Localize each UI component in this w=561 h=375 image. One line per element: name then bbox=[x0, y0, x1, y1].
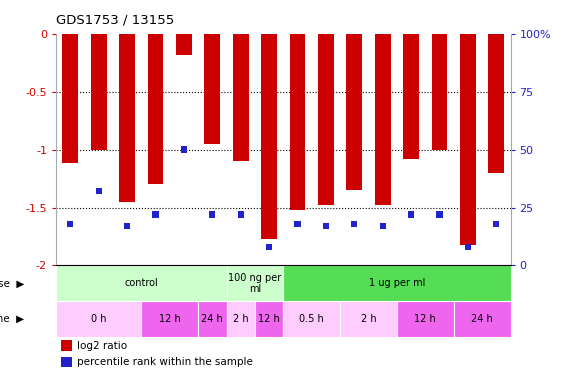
Bar bbox=[124, 223, 130, 229]
Text: 12 h: 12 h bbox=[159, 314, 181, 324]
Bar bbox=[347, 34, 362, 190]
Text: 1 ug per ml: 1 ug per ml bbox=[369, 278, 425, 288]
Bar bbox=[148, 34, 163, 184]
Bar bbox=[261, 34, 277, 239]
Bar bbox=[95, 188, 102, 195]
Bar bbox=[323, 223, 329, 229]
Text: time  ▶: time ▶ bbox=[0, 314, 24, 324]
Bar bbox=[233, 34, 249, 161]
Bar bbox=[67, 220, 73, 227]
Bar bbox=[460, 34, 476, 245]
Text: dose  ▶: dose ▶ bbox=[0, 278, 24, 288]
Bar bbox=[397, 301, 454, 337]
Bar bbox=[295, 220, 301, 227]
Bar bbox=[181, 146, 187, 153]
Text: log2 ratio: log2 ratio bbox=[76, 340, 127, 351]
Bar bbox=[153, 211, 159, 217]
Text: GDS1753 / 13155: GDS1753 / 13155 bbox=[56, 13, 174, 26]
Text: 12 h: 12 h bbox=[415, 314, 436, 324]
Bar bbox=[61, 340, 72, 351]
Bar bbox=[436, 211, 443, 217]
Text: 24 h: 24 h bbox=[201, 314, 223, 324]
Text: 0 h: 0 h bbox=[91, 314, 107, 324]
Text: control: control bbox=[125, 278, 158, 288]
Bar bbox=[432, 34, 447, 150]
Text: percentile rank within the sample: percentile rank within the sample bbox=[76, 357, 252, 368]
Bar bbox=[465, 244, 471, 250]
Bar bbox=[141, 301, 198, 337]
Bar bbox=[56, 266, 227, 301]
Text: 2 h: 2 h bbox=[361, 314, 376, 324]
Bar bbox=[380, 223, 386, 229]
Bar bbox=[408, 211, 414, 217]
Text: 0.5 h: 0.5 h bbox=[300, 314, 324, 324]
Bar bbox=[403, 34, 419, 159]
Bar bbox=[289, 34, 305, 210]
Bar bbox=[375, 34, 390, 205]
Bar bbox=[351, 220, 357, 227]
Bar bbox=[119, 34, 135, 202]
Bar bbox=[176, 34, 192, 55]
Bar bbox=[205, 34, 220, 144]
Text: 2 h: 2 h bbox=[233, 314, 249, 324]
Bar bbox=[266, 244, 272, 250]
Bar bbox=[61, 357, 72, 368]
Bar bbox=[493, 220, 499, 227]
Bar bbox=[91, 34, 107, 150]
Bar bbox=[198, 301, 227, 337]
Bar bbox=[227, 266, 283, 301]
Text: 12 h: 12 h bbox=[258, 314, 280, 324]
Bar bbox=[255, 301, 283, 337]
Text: 100 ng per
ml: 100 ng per ml bbox=[228, 273, 282, 294]
Bar bbox=[454, 301, 511, 337]
Bar bbox=[489, 34, 504, 173]
Bar bbox=[283, 266, 511, 301]
Bar bbox=[283, 301, 340, 337]
Bar bbox=[340, 301, 397, 337]
Bar bbox=[318, 34, 334, 205]
Text: 24 h: 24 h bbox=[471, 314, 493, 324]
Bar bbox=[62, 34, 78, 164]
Bar bbox=[56, 301, 141, 337]
Bar bbox=[209, 211, 215, 217]
Bar bbox=[237, 211, 244, 217]
Bar bbox=[227, 301, 255, 337]
